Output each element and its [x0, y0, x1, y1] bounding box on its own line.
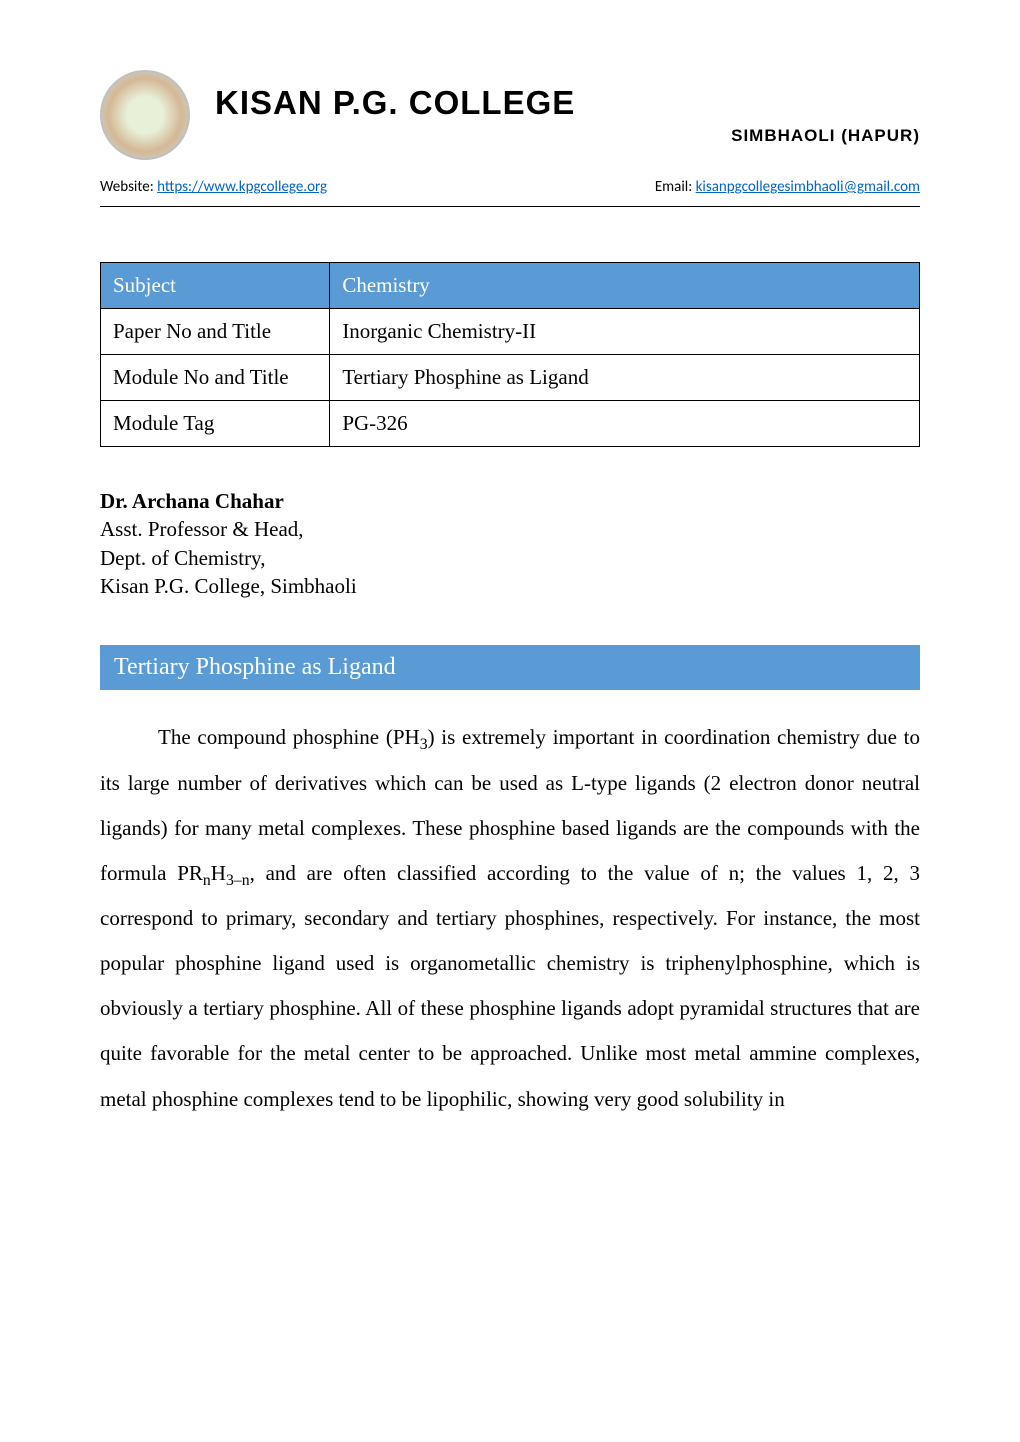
table-value: Chemistry [330, 263, 920, 309]
table-row: Paper No and Title Inorganic Chemistry-I… [101, 309, 920, 355]
email-link[interactable]: kisanpgcollegesimbhaoli@gmail.com [696, 178, 920, 196]
table-row: Module No and Title Tertiary Phosphine a… [101, 355, 920, 401]
info-table: Subject Chemistry Paper No and Title Ino… [100, 262, 920, 447]
college-name: KISAN P.G. COLLEGE [215, 84, 920, 122]
website-group: Website: https://www.kpgcollege.org [100, 178, 327, 196]
subscript: 3 [420, 736, 428, 753]
table-label: Module No and Title [101, 355, 330, 401]
table-row: Module Tag PG-326 [101, 401, 920, 447]
author-name: Dr. Archana Chahar [100, 487, 920, 515]
table-label: Module Tag [101, 401, 330, 447]
section-heading: Tertiary Phosphine as Ligand [100, 645, 920, 690]
para-text: , and are often classified according to … [100, 861, 920, 1111]
subscript: 3–n [226, 872, 250, 889]
header-row: KISAN P.G. COLLEGE SIMBHAOLI (HAPUR) [100, 70, 920, 160]
body-paragraph: The compound phosphine (PH3) is extremel… [100, 715, 920, 1121]
links-row: Website: https://www.kpgcollege.org Emai… [100, 178, 920, 207]
website-label: Website: [100, 178, 157, 196]
para-text: The compound phosphine (PH [158, 725, 420, 749]
table-label: Subject [101, 263, 330, 309]
author-line: Asst. Professor & Head, [100, 515, 920, 543]
para-text: H [211, 861, 226, 885]
subscript: n [203, 872, 211, 889]
college-location: SIMBHAOLI (HAPUR) [215, 126, 920, 146]
author-block: Dr. Archana Chahar Asst. Professor & Hea… [100, 487, 920, 600]
college-logo-icon [100, 70, 190, 160]
website-link[interactable]: https://www.kpgcollege.org [157, 178, 327, 196]
author-line: Dept. of Chemistry, [100, 544, 920, 572]
title-block: KISAN P.G. COLLEGE SIMBHAOLI (HAPUR) [215, 84, 920, 146]
table-label: Paper No and Title [101, 309, 330, 355]
email-label: Email: [655, 178, 696, 196]
table-row: Subject Chemistry [101, 263, 920, 309]
table-value: Tertiary Phosphine as Ligand [330, 355, 920, 401]
author-line: Kisan P.G. College, Simbhaoli [100, 572, 920, 600]
table-value: PG-326 [330, 401, 920, 447]
email-group: Email: kisanpgcollegesimbhaoli@gmail.com [655, 178, 920, 196]
table-value: Inorganic Chemistry-II [330, 309, 920, 355]
